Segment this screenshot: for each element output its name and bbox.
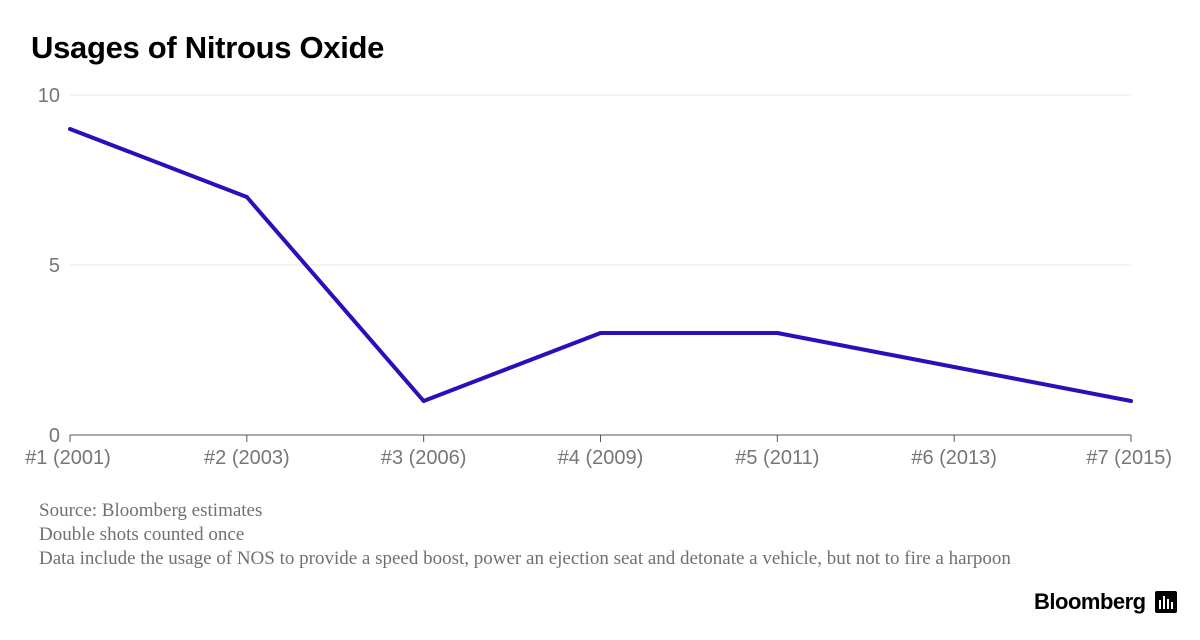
series-layer [68,127,1133,403]
data-point [68,127,72,131]
data-point [598,331,603,335]
data-note: Data include the usage of NOS to provide… [39,548,1011,569]
data-point [775,331,780,335]
brand-name: Bloomberg [1034,589,1146,614]
x-tick-label: #4 (2009) [558,447,644,469]
data-point [952,365,957,369]
data-point [421,399,426,403]
chart-notes: Source: Bloomberg estimates Double shots… [39,499,1139,571]
y-tick-label: 10 [38,85,60,107]
bar-chart-icon [1154,591,1177,613]
y-axis: 0 5 10 [38,85,60,447]
bloomberg-logo: Bloomberg [1034,589,1177,615]
x-tick-label: #1 (2001) [25,447,111,469]
double-shots-note: Double shots counted once [39,524,245,545]
y-tick-label: 5 [49,255,60,277]
x-tick-label: #6 (2013) [911,447,997,469]
gridlines [70,94,1131,266]
x-tick-label: #3 (2006) [381,447,467,469]
data-point [244,195,249,199]
x-tick-label: #2 (2003) [204,447,290,469]
x-tick-label: #7 (2015) [1086,447,1172,469]
chart-title: Usages of Nitrous Oxide [31,30,385,65]
line-chart: 0 5 10 #1 (2001) #2 (2003) #3 (2006) #4 (2009… [25,85,1172,469]
source-note: Source: Bloomberg estimates [39,500,263,521]
y-tick-label: 0 [49,425,60,447]
x-axis: #1 (2001) #2 (2003) #3 (2006) #4 (2009) #5 (… [25,434,1172,469]
x-tick-label: #5 (2011) [735,447,819,469]
data-point [1129,399,1133,403]
